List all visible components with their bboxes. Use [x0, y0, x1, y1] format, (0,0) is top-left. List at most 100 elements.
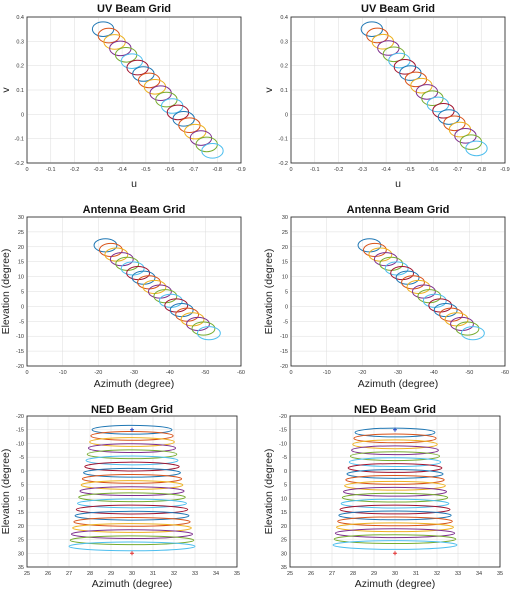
- x-tick-label: -0.6: [165, 167, 174, 173]
- x-axis-label: Azimuth (degree): [92, 578, 173, 590]
- x-tick-label: 32: [171, 571, 177, 577]
- y-tick-label: 0.1: [16, 88, 24, 94]
- beam-ring: [340, 498, 450, 509]
- chart-title: NED Beam Grid: [91, 404, 173, 416]
- beam-ring: [345, 474, 445, 485]
- x-tick-label: -0.7: [189, 167, 198, 173]
- y-tick-label: -15: [16, 428, 24, 434]
- beam-ring: [85, 455, 179, 466]
- subplot-3: 0 -10 -20 -30 -40 -50 -60-20-15-10-50510152025…: [0, 204, 245, 390]
- x-tick-label: -40: [430, 370, 438, 376]
- x-tick-label: 35: [234, 571, 240, 577]
- beam-ring: [79, 486, 185, 497]
- beam-ring: [69, 535, 195, 546]
- y-axis-label: Elevation (degree): [0, 249, 12, 335]
- x-tick-label: -0.2: [334, 167, 343, 173]
- x-tick-label: -0.9: [236, 167, 245, 173]
- y-tick-label: 15: [281, 510, 287, 516]
- x-axis-label: Azimuth (degree): [355, 578, 436, 590]
- beam-ring: [74, 510, 190, 521]
- y-tick-label: 0: [284, 469, 287, 475]
- y-tick-label: 5: [21, 483, 24, 489]
- y-tick-label: 15: [18, 510, 24, 516]
- y-axis-label: v: [263, 87, 275, 93]
- x-axis-label: Azimuth (degree): [358, 378, 439, 390]
- y-tick-label: 5: [21, 290, 24, 296]
- x-tick-label: 0: [25, 167, 28, 173]
- beam-ring: [70, 529, 194, 540]
- y-tick-label: 30: [18, 215, 24, 221]
- y-tick-label: 0.4: [280, 15, 288, 21]
- x-tick-label: -40: [166, 370, 174, 376]
- beam-marker-start: [393, 427, 397, 432]
- beam-ring: [201, 143, 224, 159]
- beam-ring: [75, 504, 189, 515]
- y-tick-label: -10: [16, 334, 24, 340]
- beam-ring: [196, 326, 221, 341]
- x-tick-label: -20: [94, 370, 102, 376]
- y-tick-label: -5: [282, 455, 287, 461]
- beam-ring: [78, 492, 186, 503]
- y-tick-label: 0.1: [280, 88, 288, 94]
- x-tick-label: 33: [455, 571, 461, 577]
- beam-ring: [353, 433, 437, 444]
- y-tick-label: -0.1: [279, 137, 288, 143]
- x-tick-label: -30: [394, 370, 402, 376]
- x-tick-label: -20: [358, 370, 366, 376]
- x-tick-label: -0.4: [381, 167, 390, 173]
- y-tick-label: 20: [18, 524, 24, 530]
- x-tick-label: 27: [329, 571, 335, 577]
- x-tick-label: 0: [25, 370, 28, 376]
- x-axis-label: u: [395, 178, 401, 190]
- y-axis-label: v: [0, 87, 12, 93]
- x-tick-label: 25: [287, 571, 293, 577]
- x-tick-label: -0.7: [453, 167, 462, 173]
- beam-ring: [91, 424, 173, 435]
- beam-ring: [332, 540, 458, 550]
- y-tick-label: -10: [280, 334, 288, 340]
- y-tick-label: -10: [16, 441, 24, 447]
- y-tick-label: 0: [21, 112, 24, 118]
- beam-ring: [81, 473, 183, 484]
- y-tick-label: -20: [279, 414, 287, 420]
- x-tick-label: -0.2: [70, 167, 79, 173]
- plot-frame: [26, 16, 242, 164]
- subplot-4: 0 -10 -20 -30 -40 -50 -60-20-15-10-50510152025…: [263, 204, 509, 390]
- y-tick-label: 0: [21, 469, 24, 475]
- x-tick-label: 0: [289, 370, 292, 376]
- x-tick-label: -0.3: [358, 167, 367, 173]
- beam-ring: [336, 522, 454, 533]
- beam-ring: [191, 321, 216, 336]
- y-tick-label: -0.2: [15, 161, 24, 167]
- y-tick-label: 10: [18, 275, 24, 281]
- x-tick-label: -50: [201, 370, 209, 376]
- y-tick-label: -15: [280, 349, 288, 355]
- x-tick-label: -10: [59, 370, 67, 376]
- y-tick-label: 0.2: [16, 64, 24, 70]
- chart-title: UV Beam Grid: [361, 3, 435, 15]
- y-tick-label: 35: [18, 565, 24, 571]
- x-tick-label: 26: [308, 571, 314, 577]
- chart-title: Antenna Beam Grid: [347, 204, 450, 216]
- beam-ring: [348, 457, 442, 467]
- x-tick-label: -0.1: [46, 167, 55, 173]
- beam-ring: [334, 528, 456, 539]
- beam-ring: [86, 449, 178, 460]
- plot-frame: [26, 216, 242, 367]
- beam-ring: [73, 516, 191, 527]
- beam-ring: [349, 451, 441, 462]
- y-tick-label: -0.1: [15, 137, 24, 143]
- x-tick-label: -60: [501, 370, 509, 376]
- x-tick-label: -0.6: [429, 167, 438, 173]
- x-tick-label: 32: [434, 571, 440, 577]
- y-tick-label: 25: [18, 230, 24, 236]
- x-tick-label: 26: [45, 571, 51, 577]
- x-tick-label: 0: [289, 167, 292, 173]
- plot-frame: [26, 415, 238, 568]
- beam-ring: [341, 492, 449, 503]
- x-axis-label: Azimuth (degree): [94, 378, 175, 390]
- beam-ring: [347, 463, 443, 473]
- beam-ring: [84, 461, 180, 472]
- y-tick-label: 5: [285, 290, 288, 296]
- y-tick-label: 0.2: [280, 64, 288, 70]
